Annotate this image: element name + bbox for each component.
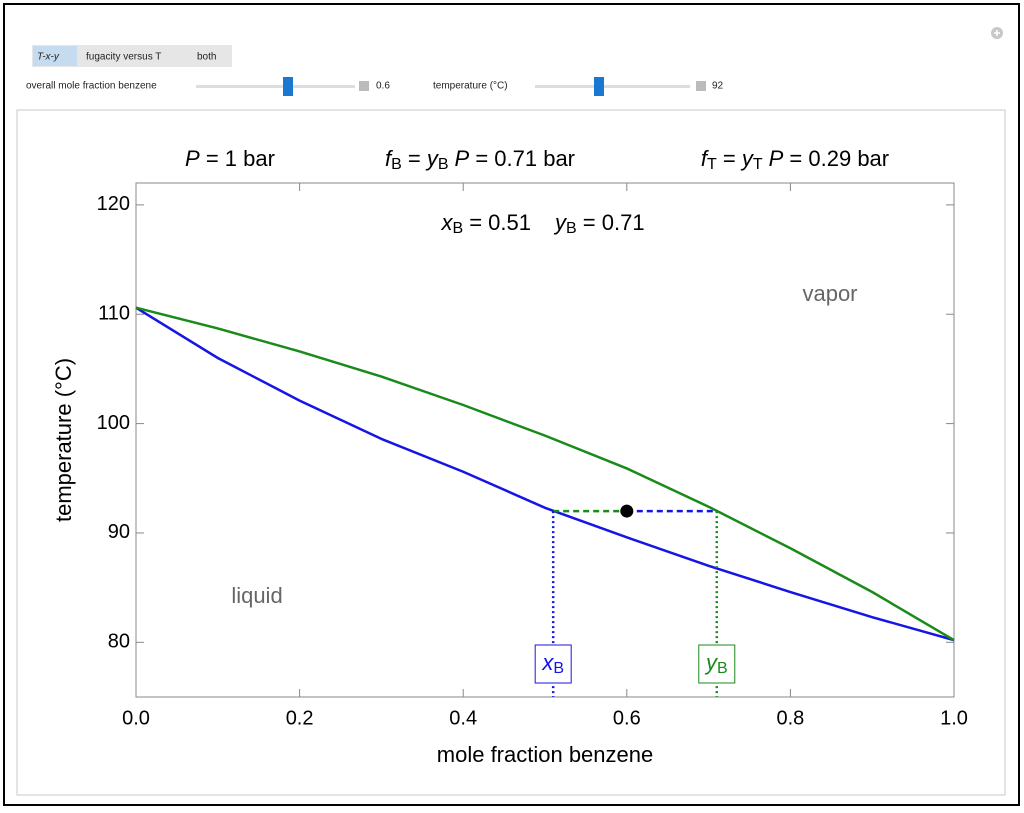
y-tick-label: 100 — [97, 412, 130, 434]
compositions: xB = 0.51 yB = 0.71 — [440, 210, 644, 237]
slider-track[interactable] — [535, 85, 690, 88]
y-tick-label: 120 — [97, 193, 130, 215]
plot-frame — [135, 182, 955, 698]
slider-label: temperature (°C) — [433, 81, 508, 92]
x-tick-label: 0.8 — [776, 707, 804, 729]
y-tick-label: 80 — [108, 631, 130, 653]
headline-pressure: P = 1 bar — [185, 146, 275, 171]
slider-thumb[interactable] — [594, 77, 604, 96]
tab-bar — [32, 45, 232, 67]
y-tick-label: 110 — [98, 303, 130, 325]
headline-fugacity: fB = yB P = 0.71 bar — [385, 146, 575, 173]
tab[interactable]: fugacity versus T — [86, 52, 161, 63]
slider-label: overall mole fraction benzene — [26, 81, 157, 92]
slider-expand[interactable] — [359, 81, 369, 91]
marker-box — [698, 644, 736, 684]
headline-fugacity: fT = yT P = 0.29 bar — [701, 146, 889, 173]
slider-track[interactable] — [196, 85, 355, 88]
curve — [135, 306, 955, 642]
x-tick-label: 0.6 — [613, 707, 641, 729]
x-tick-label: 0.4 — [449, 707, 477, 729]
slider-expand[interactable] — [696, 81, 706, 91]
x-tick-label: 0.2 — [286, 707, 314, 729]
marker-subscript: B — [553, 660, 564, 677]
y-axis-label: temperature (°C) — [51, 358, 76, 522]
marker-symbol: y — [704, 650, 719, 675]
slider-value: 0.6 — [376, 81, 390, 92]
region-label: liquid — [231, 583, 282, 608]
marker-box — [534, 644, 572, 684]
region-label: vapor — [802, 281, 857, 306]
x-axis-label: mole fraction benzene — [437, 742, 653, 767]
marker-label: xB — [541, 650, 564, 677]
tab[interactable]: T-x-y — [37, 52, 60, 63]
y-tick-label: 90 — [108, 521, 130, 543]
marker-symbol: x — [541, 650, 554, 675]
state-point — [620, 504, 634, 518]
marker-subscript: B — [717, 660, 728, 677]
x-tick-label: 0.0 — [122, 707, 150, 729]
slider-thumb[interactable] — [283, 77, 293, 96]
marker-label: yB — [704, 650, 728, 677]
options-plus — [994, 30, 1000, 36]
tab[interactable]: both — [197, 52, 216, 63]
slider-value: 92 — [712, 81, 724, 92]
curve — [135, 306, 955, 642]
content-panel — [16, 109, 1006, 796]
x-tick-label: 1.0 — [940, 707, 968, 729]
tab-selected — [33, 46, 77, 66]
